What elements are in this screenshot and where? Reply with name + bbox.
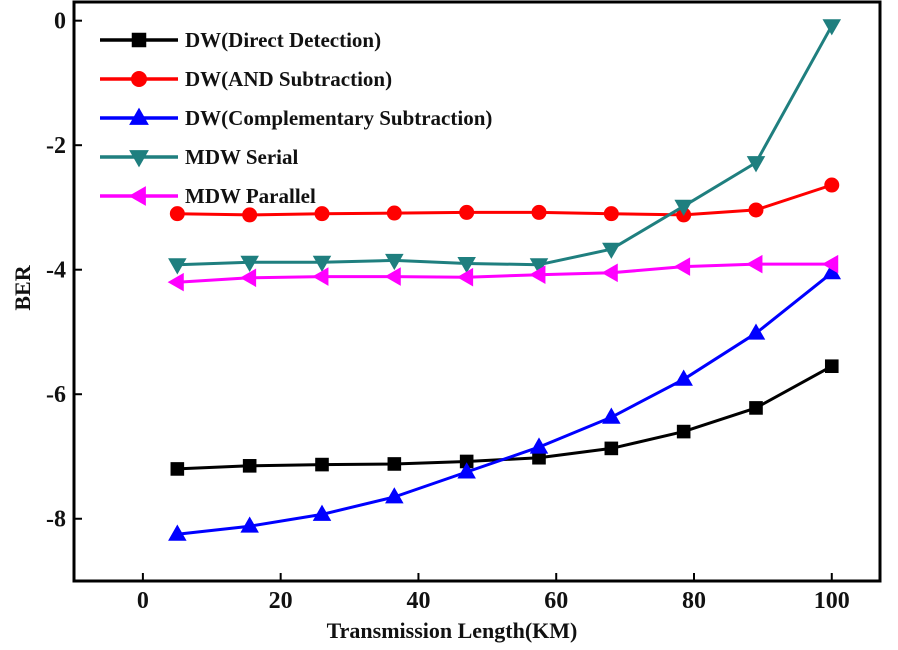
data-point [749,401,763,415]
data-point [242,207,258,223]
data-point [168,524,187,541]
data-point [457,257,476,274]
data-point [676,424,691,439]
data-point [822,254,839,274]
series-line [177,24,834,267]
x-tick-label: 20 [269,588,293,614]
y-tick-label: -6 [46,382,66,408]
series-5 [167,254,839,292]
y-axis-ticks: 0 -2 -4 -6 -8 [46,9,82,533]
data-point [824,359,839,374]
legend-swatch-marker [129,107,149,125]
legend-swatch-marker [129,150,149,168]
series-3 [168,263,842,541]
series-line [177,271,833,536]
data-point [170,462,185,476]
series-4 [168,19,842,275]
data-point [315,457,329,472]
data-point [529,437,549,454]
data-point [314,206,330,222]
series-line [177,262,832,284]
data-point [531,204,547,220]
data-point [312,504,332,521]
data-point [387,457,402,471]
data-point [384,267,401,286]
data-point [603,206,619,222]
legend-entry: DW(AND Subtraction) [100,67,392,91]
data-point [822,19,842,36]
x-axis-ticks: 0 20 40 60 80 100 [137,573,850,614]
data-point [674,369,693,386]
series-line [177,183,833,217]
data-point [746,156,766,173]
x-tick-label: 40 [406,588,430,614]
data-point [167,272,184,292]
legend-swatch-marker [131,32,147,48]
data-point [385,253,404,271]
legend-label: DW(AND Subtraction) [185,67,392,91]
x-tick-label: 80 [682,588,706,614]
data-point [529,258,549,275]
data-point [312,267,329,286]
data-point [459,204,475,220]
data-point [240,255,259,272]
series-line [177,364,833,471]
data-point [242,459,257,473]
x-axis-title: Transmission Length(KM) [327,618,578,643]
y-tick-label: 0 [54,9,66,35]
y-tick-label: -8 [46,507,66,533]
data-point [601,263,618,283]
legend-swatch-marker [131,71,147,87]
y-tick-label: -4 [46,258,66,284]
legend-label: DW(Direct Detection) [185,28,381,52]
data-point [240,516,259,533]
data-point [239,268,257,288]
y-tick-label: -2 [46,133,66,159]
data-point [748,202,764,218]
legend: DW(Direct Detection) DW(AND Subtraction) D… [100,28,492,208]
data-point [312,255,332,272]
y-axis-title: BER [10,264,35,310]
series-layer [167,19,842,541]
legend-entry: DW(Complementary Subtraction) [100,106,492,130]
legend-entry: MDW Serial [100,145,299,169]
data-point [746,254,763,274]
data-point [385,487,404,504]
data-point [824,177,840,193]
data-point [674,199,693,216]
data-point [168,258,187,275]
legend-swatch-marker [128,186,146,206]
data-point [169,206,185,222]
legend-label: MDW Serial [185,145,299,169]
series-2 [169,177,840,223]
data-point [529,265,546,284]
data-point [602,407,621,424]
x-tick-label: 100 [814,588,850,614]
data-point [386,205,402,221]
data-point [602,242,621,259]
legend-label: MDW Parallel [185,184,316,208]
data-point [457,462,476,479]
legend-label: DW(Complementary Subtraction) [185,106,492,130]
data-point [746,323,766,340]
legend-entry: MDW Parallel [100,184,316,208]
legend-entry: DW(Direct Detection) [100,28,381,52]
x-tick-label: 0 [137,588,149,614]
data-point [673,257,691,276]
data-point [456,267,474,287]
data-point [604,441,619,456]
x-tick-label: 60 [544,588,568,614]
plot-frame [72,0,882,583]
